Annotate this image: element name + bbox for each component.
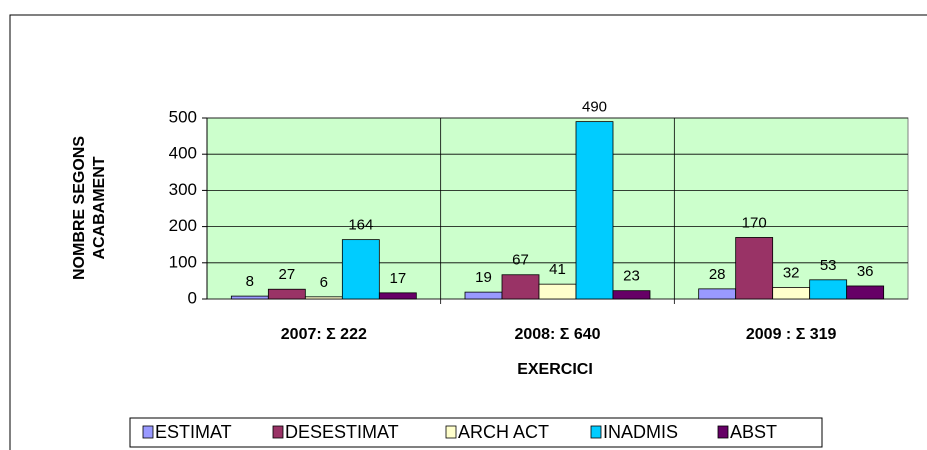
bar — [612, 290, 651, 300]
data-label: 28 — [709, 266, 726, 283]
bar — [341, 239, 380, 300]
legend-label: DESESTIMAT — [285, 422, 399, 442]
bar — [846, 285, 885, 300]
data-label: 41 — [549, 261, 566, 278]
data-label: 27 — [278, 266, 295, 283]
bar — [464, 291, 503, 300]
legend-swatch — [717, 425, 729, 439]
plot-area — [206, 117, 909, 300]
bar — [698, 288, 737, 300]
bar — [230, 295, 269, 300]
data-label: 17 — [389, 270, 406, 287]
y-axis-title: NOMBRE SEGONS — [71, 136, 88, 280]
data-label: 8 — [246, 273, 254, 290]
legend-label: ESTIMAT — [155, 422, 232, 442]
y-tick-label: 300 — [169, 180, 197, 199]
legend-label: ARCH ACT — [458, 422, 549, 442]
data-label: 490 — [582, 99, 607, 116]
y-tick-label: 400 — [169, 144, 197, 163]
bar — [575, 121, 614, 300]
data-label: 23 — [623, 268, 640, 285]
chart-frame — [9, 14, 927, 450]
data-label: 32 — [783, 264, 800, 281]
bar — [772, 287, 811, 300]
data-label: 6 — [320, 274, 328, 291]
x-tick-label: 2009 : Σ 319 — [746, 326, 837, 343]
bar — [809, 279, 848, 300]
bar — [735, 237, 774, 300]
legend-swatch — [590, 425, 602, 439]
legend-label: ABST — [730, 422, 777, 442]
bar — [378, 292, 417, 300]
x-tick-label: 2007: Σ 222 — [281, 326, 367, 343]
legend-swatch — [142, 425, 154, 439]
legend-label: INADMIS — [603, 422, 678, 442]
data-label: 67 — [512, 252, 529, 269]
y-axis-title: ACABAMENT — [91, 156, 108, 259]
data-label: 36 — [857, 263, 874, 280]
y-tick-label: 100 — [169, 252, 197, 271]
y-tick-label: 0 — [188, 288, 197, 307]
legend-swatch — [445, 425, 457, 439]
data-label: 53 — [820, 257, 837, 274]
legend-box — [129, 417, 823, 448]
y-tick-label: 500 — [169, 107, 197, 126]
x-tick-label: 2008: Σ 640 — [514, 326, 600, 343]
bar — [501, 274, 540, 300]
x-axis-title: EXERCICI — [517, 361, 593, 378]
data-label: 170 — [742, 214, 767, 231]
data-label: 164 — [348, 217, 373, 234]
bar — [304, 296, 343, 300]
bar — [267, 288, 306, 300]
data-label: 19 — [475, 269, 492, 286]
y-tick-label: 200 — [169, 216, 197, 235]
legend-swatch — [272, 425, 284, 439]
bar — [538, 283, 577, 300]
